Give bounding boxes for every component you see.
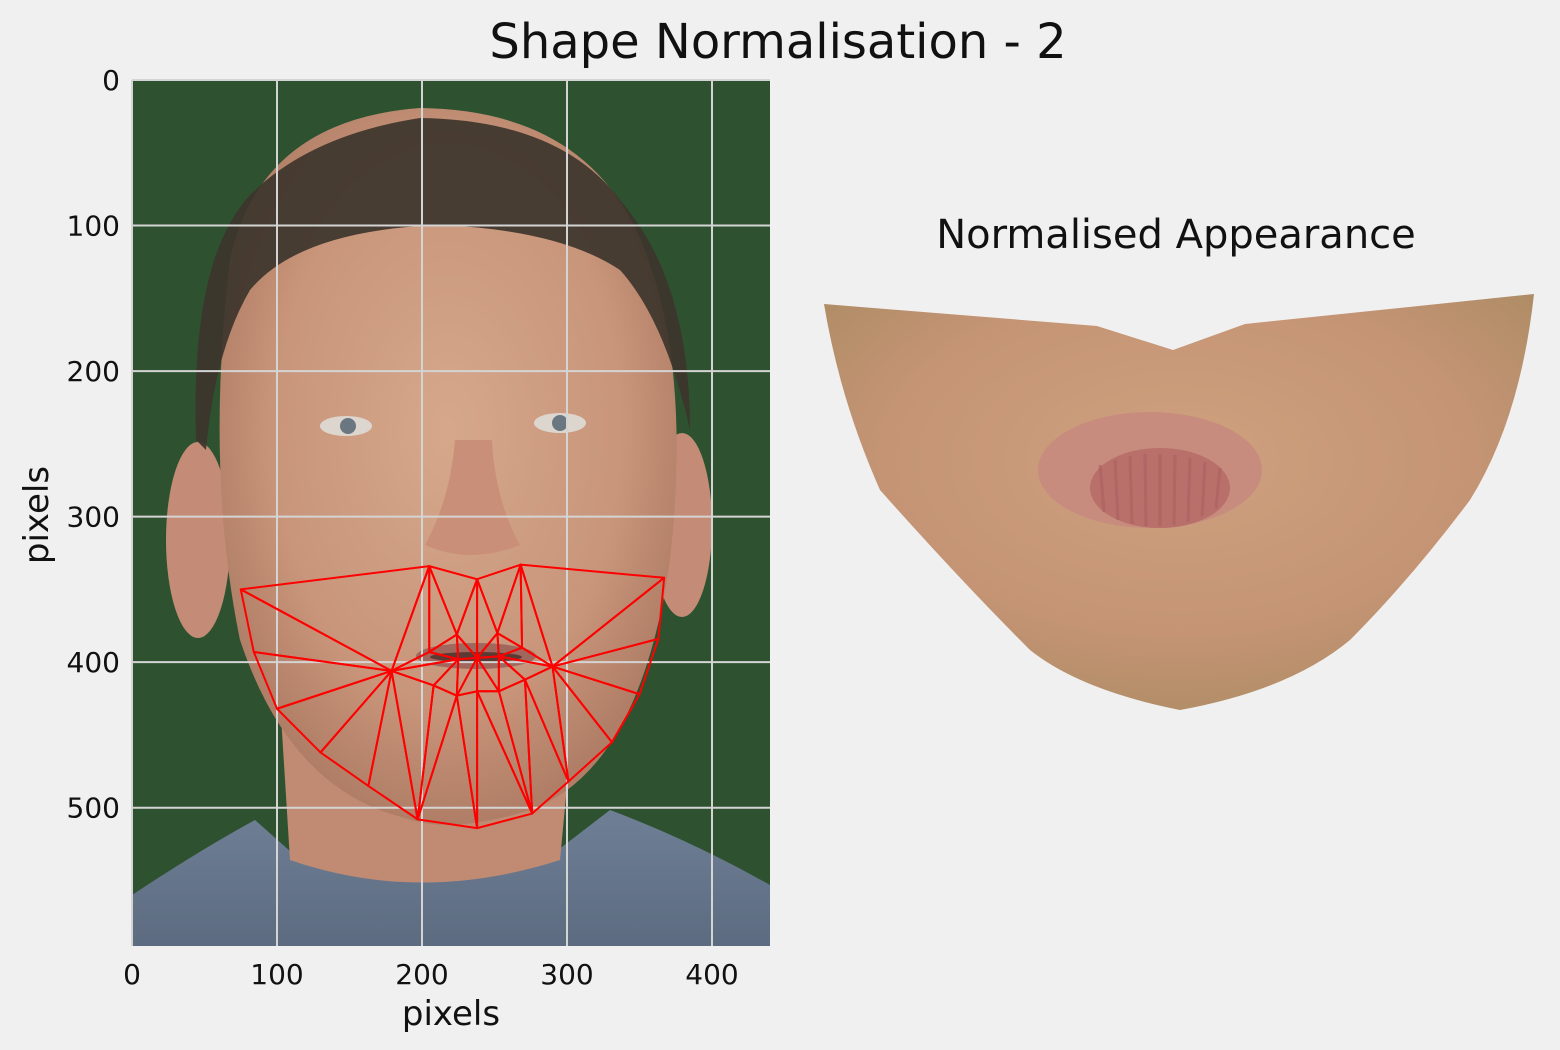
figure-title: Shape Normalisation - 2 (489, 14, 1066, 70)
y-tick-label: 200 (67, 355, 120, 388)
y-tick-label: 400 (67, 646, 120, 679)
y-tick-label: 500 (67, 792, 120, 825)
y-tick-label: 100 (67, 210, 120, 243)
face-photo (132, 80, 770, 946)
y-axis-label: pixels (17, 466, 57, 564)
x-axis-label: pixels (402, 994, 500, 1034)
iris-left (340, 418, 356, 434)
x-tick-label: 100 (250, 958, 303, 991)
x-tick-label: 400 (685, 958, 738, 991)
x-tick-label: 200 (395, 958, 448, 991)
y-tick-label: 300 (67, 501, 120, 534)
face-image-panel: 0 100 200 300 400 0 100 200 300 400 500 pixels pix… (17, 64, 770, 1034)
x-tick-label: 0 (123, 958, 141, 991)
x-tick-label: 300 (540, 958, 593, 991)
y-tick-label: 0 (102, 64, 120, 97)
iris-right (552, 415, 568, 431)
right-panel-title: Normalised Appearance (936, 212, 1416, 258)
normalised-appearance-panel: Normalised Appearance (824, 212, 1534, 710)
